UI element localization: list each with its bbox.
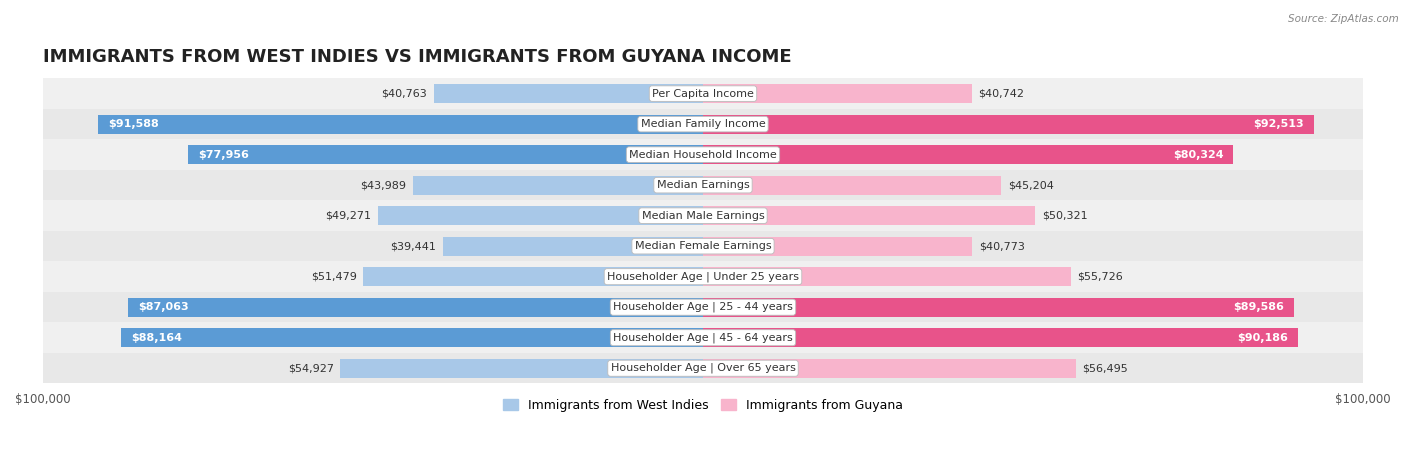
- Bar: [42, 292, 1364, 322]
- Bar: [188, 145, 703, 164]
- Text: $88,164: $88,164: [131, 333, 181, 343]
- Bar: [42, 139, 1364, 170]
- Bar: [703, 176, 1001, 195]
- Bar: [128, 298, 703, 317]
- Text: $40,742: $40,742: [979, 89, 1025, 99]
- Text: Median Male Earnings: Median Male Earnings: [641, 211, 765, 221]
- Bar: [703, 115, 1313, 134]
- Bar: [42, 322, 1364, 353]
- Bar: [121, 328, 703, 347]
- Text: $77,956: $77,956: [198, 149, 249, 160]
- Text: $92,513: $92,513: [1253, 119, 1303, 129]
- Bar: [703, 206, 1035, 225]
- Text: $45,204: $45,204: [1008, 180, 1054, 190]
- Bar: [42, 109, 1364, 139]
- Text: $90,186: $90,186: [1237, 333, 1288, 343]
- Bar: [703, 359, 1076, 378]
- Legend: Immigrants from West Indies, Immigrants from Guyana: Immigrants from West Indies, Immigrants …: [498, 394, 908, 417]
- Text: Householder Age | 25 - 44 years: Householder Age | 25 - 44 years: [613, 302, 793, 312]
- Bar: [340, 359, 703, 378]
- Bar: [703, 237, 972, 255]
- Bar: [703, 267, 1071, 286]
- Text: Per Capita Income: Per Capita Income: [652, 89, 754, 99]
- Bar: [378, 206, 703, 225]
- Text: $56,495: $56,495: [1083, 363, 1129, 373]
- Bar: [412, 176, 703, 195]
- Text: $49,271: $49,271: [325, 211, 371, 221]
- Text: $39,441: $39,441: [389, 241, 436, 251]
- Bar: [42, 200, 1364, 231]
- Text: Householder Age | 45 - 64 years: Householder Age | 45 - 64 years: [613, 333, 793, 343]
- Text: $50,321: $50,321: [1042, 211, 1087, 221]
- Bar: [703, 84, 972, 103]
- Text: $91,588: $91,588: [108, 119, 159, 129]
- Bar: [434, 84, 703, 103]
- Text: $40,773: $40,773: [979, 241, 1025, 251]
- Bar: [443, 237, 703, 255]
- Text: Householder Age | Under 25 years: Householder Age | Under 25 years: [607, 271, 799, 282]
- Text: Householder Age | Over 65 years: Householder Age | Over 65 years: [610, 363, 796, 374]
- Text: $43,989: $43,989: [360, 180, 406, 190]
- Text: Source: ZipAtlas.com: Source: ZipAtlas.com: [1288, 14, 1399, 24]
- Bar: [98, 115, 703, 134]
- Text: $89,586: $89,586: [1233, 302, 1285, 312]
- Text: $40,763: $40,763: [381, 89, 427, 99]
- Text: IMMIGRANTS FROM WEST INDIES VS IMMIGRANTS FROM GUYANA INCOME: IMMIGRANTS FROM WEST INDIES VS IMMIGRANT…: [42, 48, 792, 66]
- Text: Median Female Earnings: Median Female Earnings: [634, 241, 772, 251]
- Text: $54,927: $54,927: [288, 363, 333, 373]
- Bar: [703, 328, 1298, 347]
- Text: Median Household Income: Median Household Income: [628, 149, 778, 160]
- Bar: [42, 262, 1364, 292]
- Bar: [42, 231, 1364, 262]
- Bar: [42, 78, 1364, 109]
- Text: $55,726: $55,726: [1077, 272, 1123, 282]
- Bar: [703, 145, 1233, 164]
- Bar: [42, 170, 1364, 200]
- Text: Median Earnings: Median Earnings: [657, 180, 749, 190]
- Bar: [703, 298, 1295, 317]
- Text: $87,063: $87,063: [138, 302, 188, 312]
- Text: $51,479: $51,479: [311, 272, 357, 282]
- Text: $80,324: $80,324: [1173, 149, 1223, 160]
- Text: Median Family Income: Median Family Income: [641, 119, 765, 129]
- Bar: [363, 267, 703, 286]
- Bar: [42, 353, 1364, 383]
